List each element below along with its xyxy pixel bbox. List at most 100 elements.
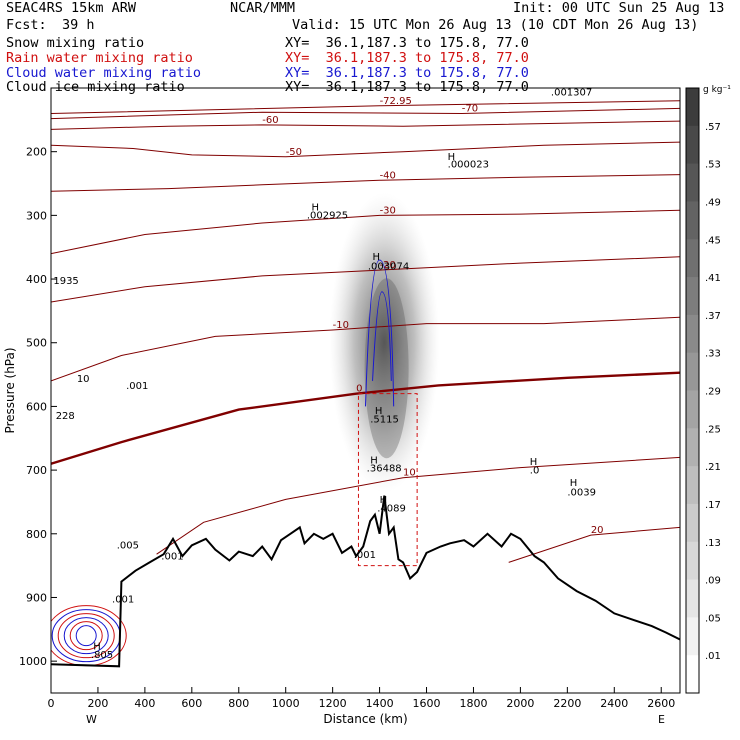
center-name: NCAR/MMM	[230, 0, 296, 16]
field-xy-cloud-ice: XY= 36.1,187.3 to 175.8, 77.0	[285, 79, 529, 95]
contour-label: -10	[333, 320, 349, 331]
contour-label: 10	[403, 468, 416, 479]
colorbar-label: .17	[705, 500, 721, 511]
contour-label: -30	[380, 205, 396, 216]
cloud-shading-core	[364, 278, 409, 459]
colorbar-label: .53	[705, 160, 721, 171]
annotation-label: H	[375, 406, 383, 417]
colorbar-segment	[686, 163, 699, 202]
x-axis-title: Distance (km)	[323, 712, 407, 726]
x-end-east: E	[658, 713, 665, 726]
annotation-label: .001	[112, 595, 134, 606]
valid-time: Valid: 15 UTC Mon 26 Aug 13 (10 CDT Mon …	[292, 17, 699, 33]
field-name-cloud-ice: Cloud ice mixing ratio	[6, 79, 185, 95]
annotation-label: 10	[77, 374, 90, 385]
annotation-label: .002925	[307, 211, 348, 222]
annotation-label: .36488	[367, 463, 402, 474]
temperature-contour	[51, 120, 680, 130]
x-tick-label: 1600	[413, 697, 441, 710]
annotation-label: .001	[126, 381, 148, 392]
colorbar-segment	[686, 88, 699, 127]
colorbar-label: .09	[705, 576, 721, 587]
colorbar-segment	[686, 617, 699, 656]
hydrometeor-contour	[63, 617, 109, 655]
annotation-label: H	[448, 152, 456, 163]
terrain-line	[51, 495, 680, 668]
annotation-label: .001	[161, 551, 183, 562]
annotation-label: H	[93, 642, 101, 653]
x-tick-label: 1400	[366, 697, 394, 710]
colorbar-label: .01	[705, 651, 721, 662]
temperature-contour	[508, 526, 680, 563]
colorbar-segment	[686, 314, 699, 354]
contour-label: -60	[262, 115, 278, 126]
colorbar-label: .33	[705, 349, 721, 360]
annotation-label: 228	[56, 411, 75, 422]
x-tick-label: 1800	[459, 697, 487, 710]
y-axis-title: Pressure (hPa)	[3, 347, 17, 433]
x-tick-label: 2600	[647, 697, 675, 710]
cloud-shading	[329, 192, 440, 493]
field-xy-snow: XY= 36.1,187.3 to 175.8, 77.0	[285, 35, 529, 51]
annotation-label: H	[530, 457, 538, 468]
y-tick-label: 1000	[19, 655, 47, 668]
annotation-label: .001307	[551, 88, 592, 99]
colorbar-segment	[686, 655, 699, 694]
colorbar-segment	[686, 428, 699, 467]
x-tick-label: 400	[134, 697, 155, 710]
annotation-label: H	[370, 456, 378, 467]
temperature-contour	[51, 100, 680, 114]
forecast-label: Fcst:	[6, 17, 47, 33]
colorbar-label: .29	[705, 387, 721, 398]
annotation-label: H	[380, 495, 388, 506]
x-tick-label: 2000	[506, 697, 534, 710]
contour-label: -70	[462, 103, 478, 114]
colorbar-segment	[686, 503, 699, 543]
annotation-label: .003074	[368, 262, 409, 273]
field-name-rain: Rain water mixing ratio	[6, 50, 193, 66]
annotation-label: .0	[530, 465, 540, 476]
temperature-contour	[51, 141, 680, 158]
contour-label: -40	[380, 170, 396, 181]
x-end-west: W	[86, 713, 97, 726]
hydrometeor-contour	[57, 613, 115, 659]
x-tick-label: 200	[87, 697, 108, 710]
temperature-contour	[51, 107, 680, 120]
annotation-label: H	[312, 202, 320, 213]
contour-label: 20	[591, 525, 604, 536]
colorbar-label: .49	[705, 197, 721, 208]
temperature-contour	[51, 316, 680, 382]
y-tick-label: 900	[26, 591, 47, 604]
plot-frame	[50, 87, 681, 694]
colorbar-segment	[686, 201, 699, 240]
contour-label: -72.95	[380, 96, 412, 107]
temperature-contour	[51, 209, 680, 255]
x-tick-label: 1200	[319, 697, 347, 710]
colorbar-label: .41	[705, 273, 721, 284]
forecast-hour: 39 h	[62, 17, 95, 33]
field-xy-cloud-water: XY= 36.1,187.3 to 175.8, 77.0	[285, 65, 529, 81]
temperature-contour	[51, 174, 680, 192]
y-tick-label: 600	[26, 400, 47, 413]
colorbar-label: .57	[705, 122, 721, 133]
annotation-label: .0039	[567, 488, 596, 499]
field-name-snow: Snow mixing ratio	[6, 35, 145, 51]
cloud-water-contour	[365, 259, 395, 407]
y-tick-label: 700	[26, 464, 47, 477]
model-name: SEAC4RS 15km ARW	[6, 0, 137, 16]
x-tick-label: 2200	[553, 697, 581, 710]
colorbar-segment	[686, 579, 699, 618]
colorbar-segment	[686, 239, 699, 278]
cloud-water-contour	[372, 291, 392, 381]
annotation-label: .000023	[448, 160, 489, 171]
colorbar-segment	[686, 541, 699, 581]
annotation-label: H	[570, 478, 578, 489]
colorbar-segment	[686, 125, 699, 165]
x-tick-label: 1000	[272, 697, 300, 710]
x-tick-label: 800	[228, 697, 249, 710]
x-tick-label: 0	[48, 697, 55, 710]
colorbar-segment	[686, 352, 699, 391]
colorbar-segment	[686, 390, 699, 429]
annotation-label: .001	[354, 550, 376, 561]
contour-label: 0	[356, 384, 362, 395]
